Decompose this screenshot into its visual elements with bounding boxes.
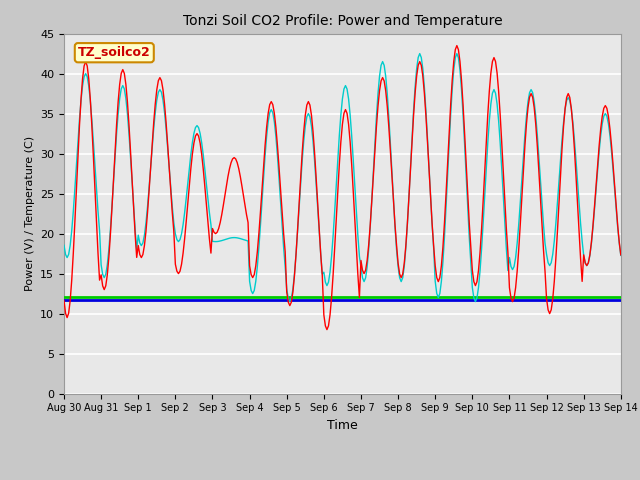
X-axis label: Time: Time (327, 419, 358, 432)
Title: Tonzi Soil CO2 Profile: Power and Temperature: Tonzi Soil CO2 Profile: Power and Temper… (182, 14, 502, 28)
Y-axis label: Power (V) / Temperature (C): Power (V) / Temperature (C) (24, 136, 35, 291)
Text: TZ_soilco2: TZ_soilco2 (78, 46, 150, 59)
